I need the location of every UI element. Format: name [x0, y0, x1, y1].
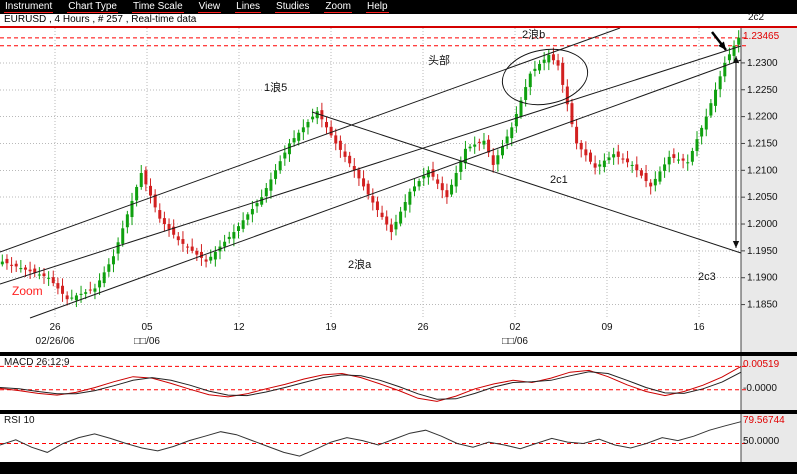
rsi-mid-value: 50.0000 — [743, 436, 780, 447]
annotation-text: 2浪a — [348, 257, 372, 271]
value-axis — [741, 414, 797, 462]
plot-background — [0, 414, 797, 462]
annotation-text: 2c1 — [550, 174, 568, 186]
svg-text:1.2200: 1.2200 — [747, 112, 778, 123]
value-axis — [741, 356, 797, 410]
annotation-text: 1浪5 — [264, 80, 287, 94]
svg-text:05: 05 — [141, 322, 153, 333]
svg-text:□□/06: □□/06 — [134, 336, 160, 347]
head-ellipse-annotation — [501, 48, 589, 106]
menu-view[interactable]: View — [197, 1, 222, 13]
svg-text:1.1850: 1.1850 — [747, 300, 778, 311]
status-bar — [0, 462, 797, 474]
macd-study-label: MACD 26;12;9 — [4, 357, 70, 368]
down-arrow-annotation — [711, 31, 727, 51]
svg-text:12: 12 — [233, 322, 245, 333]
macd-zero-value: -0.0000 — [743, 383, 777, 394]
svg-text:1.2000: 1.2000 — [747, 219, 778, 230]
rsi-panel[interactable] — [0, 414, 797, 462]
rsi-current-value: 79.56744 — [743, 415, 785, 426]
zoom-mode-label: Zoom — [12, 284, 43, 298]
menu-chart-type[interactable]: Chart Type — [67, 1, 118, 13]
panel-separator — [0, 410, 797, 414]
svg-text:1.2150: 1.2150 — [747, 138, 778, 149]
svg-text:1.2100: 1.2100 — [747, 165, 778, 176]
plot-background — [0, 356, 797, 410]
menu-studies[interactable]: Studies — [275, 1, 311, 13]
svg-text:1.1900: 1.1900 — [747, 273, 778, 284]
svg-text:02: 02 — [509, 322, 521, 333]
svg-text:02/26/06: 02/26/06 — [36, 336, 75, 347]
menu-zoom[interactable]: Zoom — [324, 1, 352, 13]
svg-text:□□/06: □□/06 — [502, 336, 528, 347]
svg-text:09: 09 — [601, 322, 613, 333]
trendlines — [0, 28, 742, 319]
svg-text:1.1950: 1.1950 — [747, 246, 778, 257]
current-price-label: 1.23465 — [743, 31, 780, 42]
macd-panel[interactable] — [0, 356, 797, 410]
menu-bar: Instrument Chart Type Time Scale View Li… — [0, 0, 797, 14]
main-price-chart[interactable]: 2浪b 头部 1浪5 2浪a 2c1 2c3 1.2300 1.2250 1.2200 1.215… — [0, 28, 797, 352]
panel-separator — [0, 352, 797, 356]
svg-text:26: 26 — [49, 322, 61, 333]
price-axis-labels: 1.2300 1.2250 1.2200 1.2150 1.2100 1.2050 1.20… — [741, 58, 778, 311]
rsi-study-label: RSI 10 — [4, 415, 35, 426]
macd-current-value: 0.00519 — [743, 359, 780, 370]
plot-background — [0, 28, 797, 352]
measurement-arrow — [732, 56, 740, 248]
study-line-rsi — [0, 421, 742, 457]
annotation-text: 2浪b — [522, 28, 545, 41]
annotation-2c2-label: 2c2 — [748, 12, 765, 23]
price-axis[interactable] — [741, 28, 797, 352]
annotation-text: 2c3 — [698, 271, 716, 283]
study-line-macd — [0, 365, 742, 402]
chart-title: EURUSD , 4 Hours , # 257 , Real-time dat… — [4, 14, 197, 25]
svg-text:1.2300: 1.2300 — [747, 58, 778, 69]
menu-time-scale[interactable]: Time Scale — [131, 1, 184, 13]
study-line-signal — [0, 371, 742, 400]
menu-help[interactable]: Help — [365, 1, 389, 13]
grid — [0, 28, 741, 318]
svg-text:1.2050: 1.2050 — [747, 192, 778, 203]
menu-lines[interactable]: Lines — [235, 1, 262, 13]
svg-text:1.2250: 1.2250 — [747, 85, 778, 96]
svg-text:26: 26 — [417, 322, 429, 333]
time-axis-labels: 26 05 12 19 26 02 09 16 02/26/06 □□/06 □□/06 — [36, 322, 705, 347]
svg-text:19: 19 — [325, 322, 337, 333]
chart-title-bar: EURUSD , 4 Hours , # 257 , Real-time dat… — [0, 14, 797, 28]
annotation-text: 头部 — [428, 53, 450, 67]
menu-instrument[interactable]: Instrument — [4, 1, 54, 13]
svg-text:16: 16 — [693, 322, 705, 333]
